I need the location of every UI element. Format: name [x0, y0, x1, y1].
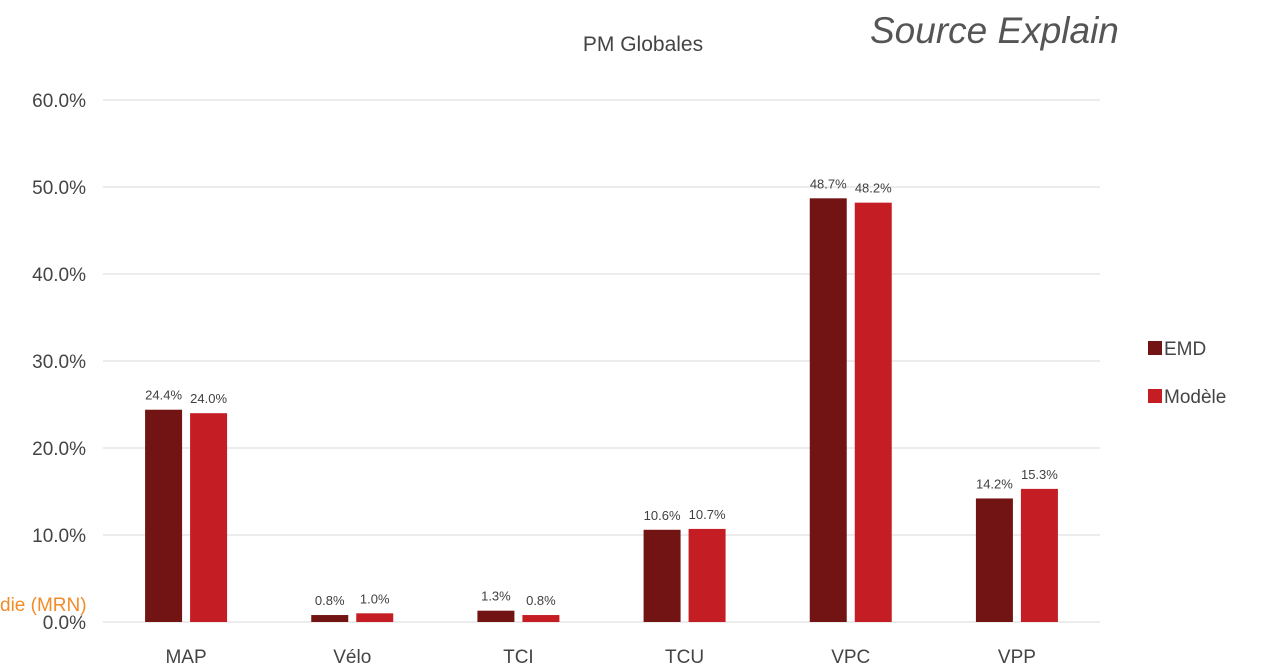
x-tick-label: VPC: [831, 647, 870, 667]
x-axis: MAP Vélo TCI TCU VPC VPP: [165, 647, 1035, 667]
chart-title: PM Globales: [583, 33, 703, 56]
y-tick-label: 50.0%: [32, 178, 86, 199]
x-tick-label: TCI: [503, 647, 534, 667]
data-label: 48.2%: [855, 181, 892, 196]
data-label: 0.8%: [526, 593, 556, 608]
data-label: 15.3%: [1021, 467, 1058, 482]
y-tick-label: 20.0%: [32, 439, 86, 460]
source-label: Source Explain: [870, 10, 1119, 51]
legend-swatch: [1148, 341, 1162, 355]
y-tick-label: 10.0%: [32, 526, 86, 547]
legend-item-0: EMD: [1148, 339, 1206, 360]
bar-modèle-tci: [522, 615, 560, 622]
legend-label: Modèle: [1164, 387, 1226, 408]
y-tick-label: 40.0%: [32, 265, 86, 286]
data-label: 10.7%: [689, 507, 726, 522]
bar-modèle-vpp: [1020, 488, 1058, 622]
data-label: 24.4%: [145, 388, 182, 403]
x-tick-label: VPP: [998, 647, 1036, 667]
corner-note: die (MRN): [0, 595, 87, 616]
gridlines: [103, 99, 1100, 623]
bars: [145, 198, 1058, 622]
data-label: 24.0%: [190, 391, 227, 406]
data-label: 1.0%: [360, 591, 390, 606]
x-tick-label: Vélo: [333, 647, 371, 667]
y-tick-label: 30.0%: [32, 352, 86, 373]
bar-emd-vpc: [809, 198, 847, 622]
bar-modèle-vpc: [854, 202, 892, 622]
bar-modèle-tcu: [688, 528, 726, 622]
bar-modèle-vélo: [356, 613, 394, 622]
bar-emd-tcu: [643, 529, 681, 622]
bar-data-labels: 24.4% 24.0% 0.8% 1.0% 1.3% 0.8% 10.6% 10.7% 48.7…: [145, 176, 1058, 608]
legend: EMD Modèle: [1148, 339, 1226, 408]
legend-swatch: [1148, 389, 1162, 403]
bar-emd-vélo: [311, 615, 349, 622]
bar-emd-vpp: [975, 498, 1013, 622]
x-tick-label: TCU: [665, 647, 704, 667]
y-tick-label: 0.0%: [43, 613, 86, 634]
data-label: 0.8%: [315, 593, 345, 608]
data-label: 1.3%: [481, 589, 511, 604]
bar-modèle-map: [190, 413, 228, 622]
data-label: 48.7%: [810, 176, 847, 191]
y-tick-label: 60.0%: [32, 91, 86, 112]
bar-emd-tci: [477, 610, 515, 622]
data-label: 14.2%: [976, 476, 1013, 491]
y-axis: 0.0% 10.0% 20.0% 30.0% 40.0% 50.0% 60.0%: [32, 91, 86, 634]
x-tick-label: MAP: [165, 647, 206, 667]
data-label: 10.6%: [644, 508, 681, 523]
legend-item-1: Modèle: [1148, 387, 1226, 408]
legend-label: EMD: [1164, 339, 1206, 360]
bar-emd-map: [145, 409, 183, 622]
